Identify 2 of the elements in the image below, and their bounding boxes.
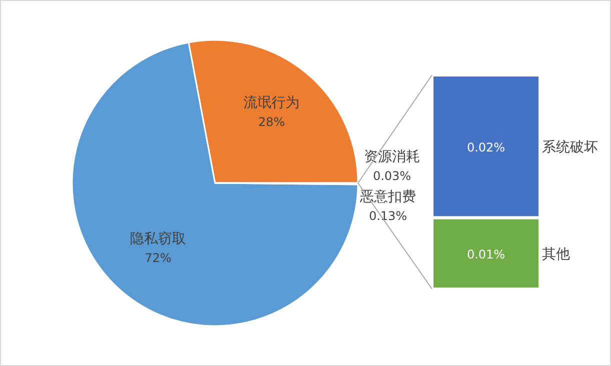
series: 系统破坏	[542, 139, 598, 156]
series: 其他	[542, 246, 570, 262]
